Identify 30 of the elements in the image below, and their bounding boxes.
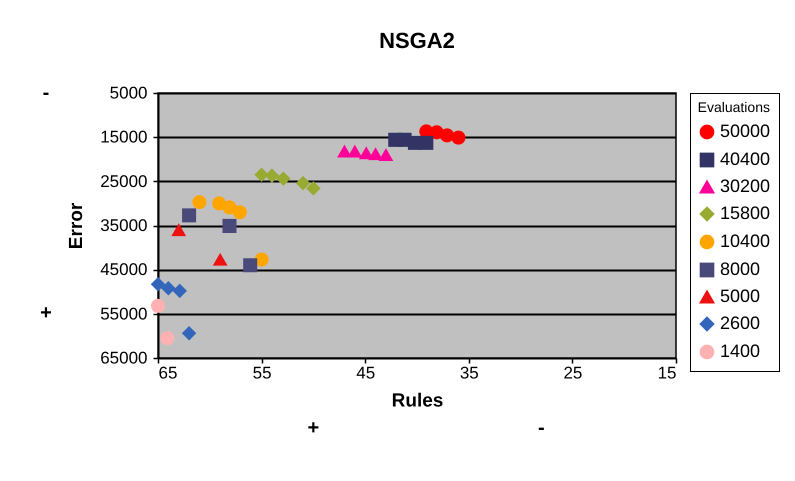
legend-title: Evaluations bbox=[698, 99, 770, 115]
y-axis-title: Error bbox=[66, 202, 88, 250]
text: + bbox=[308, 417, 320, 439]
legend-label: 5000 bbox=[720, 286, 760, 306]
y-tick-label: 25000 bbox=[100, 172, 148, 191]
legend-label: 1400 bbox=[720, 341, 760, 361]
x-tick-label: 15 bbox=[658, 364, 676, 382]
x-tick-label: 25 bbox=[563, 364, 582, 382]
legend-label: 40400 bbox=[720, 149, 770, 169]
x-tick-label: 65 bbox=[158, 364, 178, 382]
x-tick-label: 55 bbox=[252, 364, 272, 382]
legend-label: 2600 bbox=[720, 313, 760, 333]
legend-label: 15800 bbox=[720, 203, 770, 223]
x-tick-label: 35 bbox=[460, 364, 479, 382]
y-tick-label: 65000 bbox=[100, 348, 148, 368]
text: - bbox=[538, 417, 545, 439]
legend-label: 8000 bbox=[720, 259, 760, 279]
x-axis-title: Rules bbox=[392, 390, 444, 412]
y-tick-label: 45000 bbox=[100, 260, 148, 280]
y-tick-label: 15000 bbox=[100, 128, 148, 147]
legend-label: 30200 bbox=[720, 176, 770, 196]
x-tick-label: 45 bbox=[356, 364, 376, 382]
text: - bbox=[42, 82, 50, 104]
chart-title: NSGA2 bbox=[379, 28, 455, 53]
y-tick-label: 35000 bbox=[100, 216, 148, 235]
text: + bbox=[40, 302, 52, 324]
legend-label: 10400 bbox=[720, 231, 770, 251]
y-tick-label: 55000 bbox=[100, 304, 148, 324]
legend-label: 50000 bbox=[720, 121, 770, 141]
y-tick-label: 5000 bbox=[110, 84, 148, 102]
